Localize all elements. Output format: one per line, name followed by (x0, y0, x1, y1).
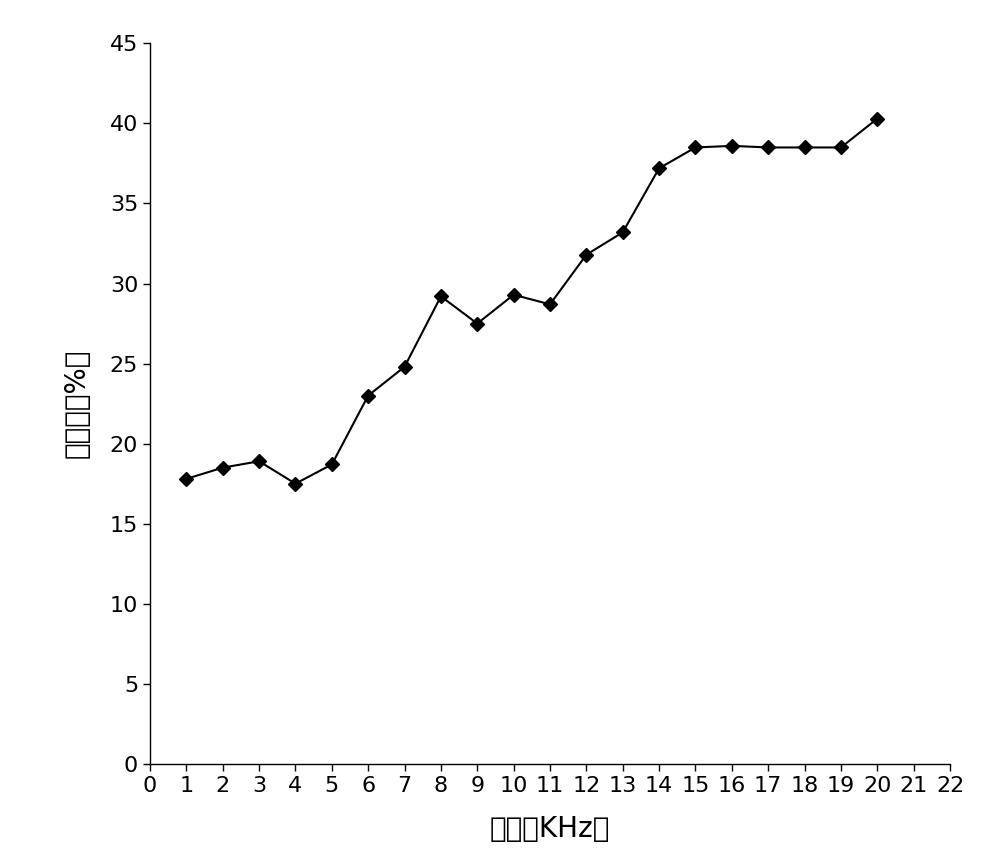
X-axis label: 频率（KHz）: 频率（KHz） (490, 815, 610, 843)
Y-axis label: 降解率（%）: 降解率（%） (62, 349, 90, 458)
